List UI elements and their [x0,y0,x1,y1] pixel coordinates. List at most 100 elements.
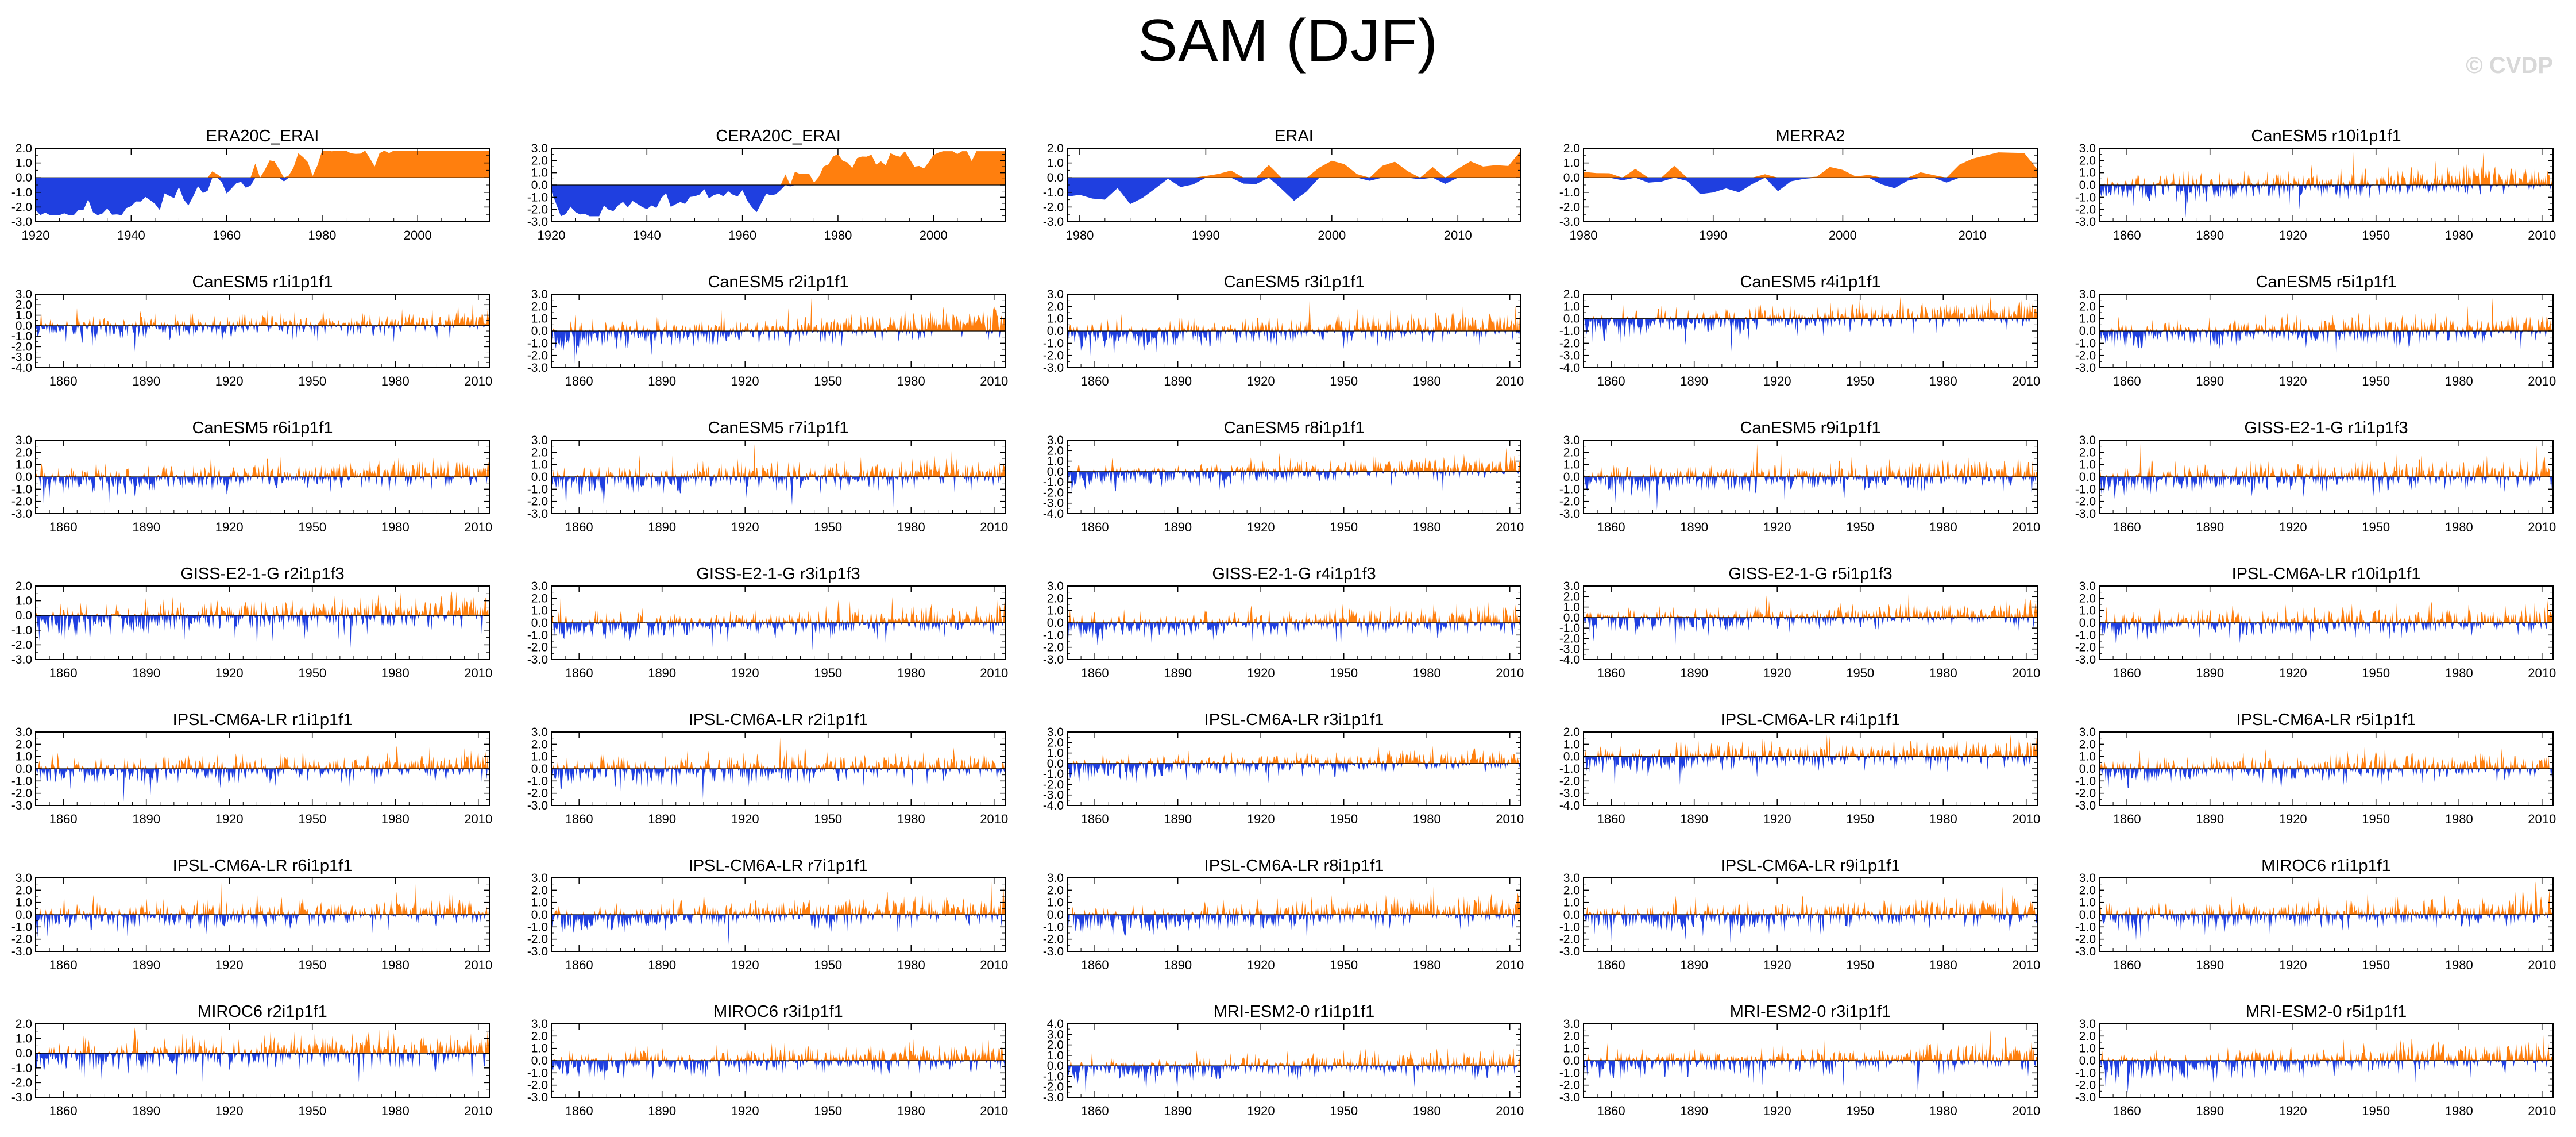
panel-title: CanESM5 r1i1p1f1 [192,273,333,291]
y-tick-label: 2.0 [531,154,548,167]
y-tick-label: 1.0 [1047,1049,1064,1062]
negative-area [36,477,489,510]
y-tick-label: 0.0 [1047,171,1064,184]
x-tick-label: 1990 [1192,228,1220,242]
negative-area [551,477,1005,510]
panel: CanESM5 r2i1p1f1 3.02.01.00.0-1.0-2.0-3.0… [527,273,1008,388]
positive-area [1067,745,1521,764]
y-tick-label: 2.0 [16,884,32,897]
y-tick-label: -3.0 [11,507,32,521]
panel: IPSL-CM6A-LR r10i1p1f1 3.02.01.00.0-1.0-2… [2075,565,2556,680]
x-tick-label: 1860 [2113,812,2141,826]
panel: IPSL-CM6A-LR r4i1p1f1 2.01.00.0-1.0-2.0-3… [1559,711,2040,826]
y-tick-label: -2.0 [1043,1081,1064,1094]
positive-area [551,444,1005,477]
x-tick-label: 1950 [814,958,842,972]
x-tick-label: 1980 [308,228,336,242]
y-tick-label: 1.0 [16,896,32,909]
y-tick-label: 1.0 [1047,313,1064,326]
y-tick-label: -2.0 [1559,337,1580,350]
plot-frame [1583,731,2038,806]
y-tick-label: 2.0 [1563,142,1580,155]
x-tick-label: 1860 [565,812,593,826]
x-tick-label: 2010 [2528,958,2556,972]
positive-area [1584,296,2037,319]
y-tick-label: 0.0 [531,616,548,630]
x-tick-label: 1950 [1846,520,1874,534]
y-tick-label: -3.0 [1559,349,1580,363]
panel-title: MIROC6 r3i1p1f1 [713,1003,843,1021]
page-title: SAM (DJF) [1137,7,1439,74]
y-tick-label: -1.0 [1559,1066,1580,1080]
x-tick-label: 1890 [1164,1104,1192,1118]
x-tick-label: 1920 [2279,1104,2307,1118]
x-tick-label: 1890 [2196,812,2224,826]
y-tick-label: 1.0 [531,167,548,180]
x-tick-label: 2010 [980,666,1008,680]
negative-area [1584,318,2037,352]
panel-title: MRI-ESM2-0 r1i1p1f1 [1214,1003,1374,1021]
x-tick-label: 2010 [1444,228,1472,242]
x-tick-label: 1890 [648,812,676,826]
x-tick-label: 1950 [1846,666,1874,680]
positive-area [1584,1030,2037,1061]
panel-title: CanESM5 r6i1p1f1 [192,419,333,437]
x-tick-label: 1950 [2362,812,2390,826]
x-tick-label: 1890 [132,1104,160,1118]
y-tick-label: -2.0 [527,641,548,654]
panel: MIROC6 r1i1p1f1 3.02.01.00.0-1.0-2.0-3.0 1… [2075,857,2556,972]
x-tick-label: 1980 [824,228,852,242]
x-tick-label: 1950 [1846,1104,1874,1118]
y-tick-label: 0.0 [16,319,32,333]
y-tick-label: -2.0 [2075,203,2096,217]
y-tick-label: 3.0 [2079,872,2096,885]
x-tick-label: 1980 [381,520,410,534]
y-tick-label: -4.0 [1559,653,1580,666]
x-tick-label: 1860 [2113,228,2141,242]
x-tick-label: 1990 [1699,228,1727,242]
y-tick-label: 1.0 [2079,604,2096,618]
panel: GISS-E2-1-G r3i1p1f3 3.02.01.00.0-1.0-2.0… [527,565,1008,680]
y-tick-label: 0.0 [1563,611,1580,625]
y-tick-label: 2.0 [531,300,548,313]
y-tick-label: -3.0 [527,945,548,958]
y-tick-label: -3.0 [1043,215,1064,229]
y-tick-label: -2.0 [527,1079,548,1092]
x-tick-label: 1920 [215,958,244,972]
y-tick-label: -3.0 [2075,945,2096,958]
y-tick-label: 2.0 [16,142,32,155]
x-tick-label: 1920 [2279,666,2307,680]
panel-title: IPSL-CM6A-LR r1i1p1f1 [173,711,353,729]
y-tick-label: 2.0 [1563,446,1580,459]
x-tick-label: 1860 [1081,1104,1109,1118]
positive-area [1584,592,2037,618]
x-tick-label: 1950 [1330,374,1358,388]
y-tick-label: -2.0 [1043,201,1064,214]
x-tick-label: 1920 [731,520,759,534]
y-tick-label: -3.0 [11,351,32,364]
positive-area [1584,152,2037,178]
y-tick-label: 1.0 [531,313,548,326]
x-tick-label: 1890 [1164,374,1192,388]
y-tick-label: -2.0 [1559,774,1580,788]
x-tick-label: 1920 [215,812,244,826]
positive-area [551,881,1005,915]
x-tick-label: 1980 [2445,666,2473,680]
y-tick-label: 2.0 [1047,300,1064,313]
positive-area [1584,444,2037,477]
x-tick-label: 2000 [404,228,432,242]
x-tick-label: 2010 [980,374,1008,388]
x-tick-label: 1980 [1413,374,1441,388]
y-tick-label: -3.0 [1559,643,1580,656]
y-tick-label: 2.0 [16,738,32,751]
x-tick-label: 1950 [1330,958,1358,972]
y-tick-label: 3.0 [1047,726,1064,739]
y-tick-label: 0.0 [16,908,32,922]
y-tick-label: 1.0 [16,157,32,170]
positive-area [1067,151,1521,178]
y-tick-label: -1.0 [2075,1066,2096,1080]
plot-frame [35,585,490,660]
